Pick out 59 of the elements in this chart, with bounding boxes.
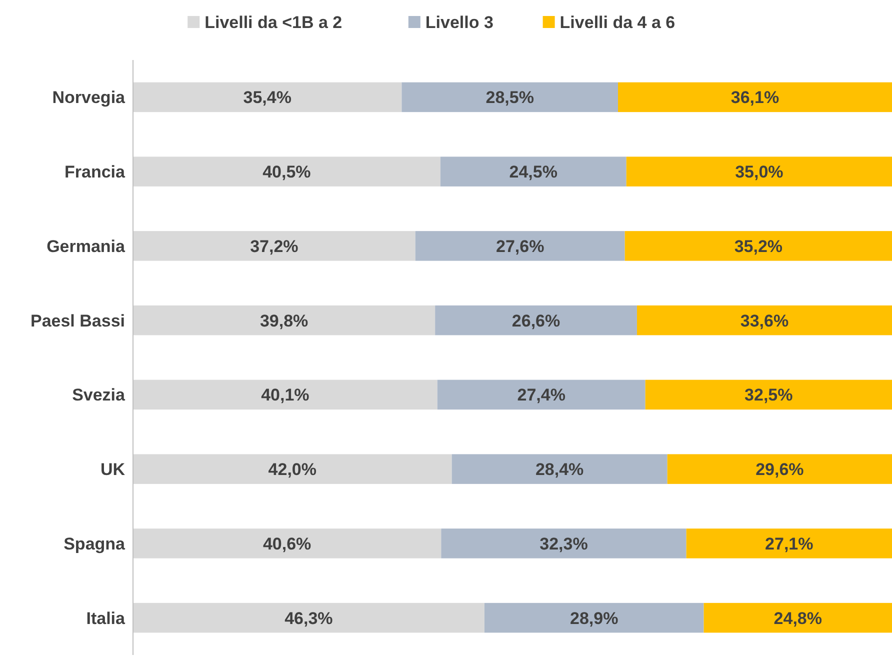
bar xyxy=(440,156,626,186)
bar xyxy=(133,380,438,410)
y-tick-label: Francia xyxy=(64,162,126,182)
bar xyxy=(484,602,704,633)
y-tick-label: Svezia xyxy=(72,386,126,405)
data-label: 24,8% xyxy=(774,608,822,628)
data-label: 40,1% xyxy=(261,386,310,405)
bar xyxy=(415,231,625,261)
data-label: 28,5% xyxy=(486,88,534,108)
y-tick-label: Germania xyxy=(46,236,126,256)
legend-label: Livelli da 4 a 6 xyxy=(560,12,676,32)
bar xyxy=(133,528,442,558)
bar xyxy=(133,82,402,112)
bar xyxy=(402,82,618,112)
data-label: 27,1% xyxy=(765,534,814,554)
y-tick-label: Italia xyxy=(86,608,126,628)
data-label: 24,5% xyxy=(509,162,558,182)
data-label: 39,8% xyxy=(260,311,308,330)
bar xyxy=(645,380,892,410)
legend-label: Livelli da <1B a 2 xyxy=(204,12,342,32)
bar xyxy=(441,528,686,558)
y-tick-label: Paesl Bassi xyxy=(30,311,125,330)
y-tick-label: Norvegia xyxy=(52,88,126,108)
bar xyxy=(636,305,892,336)
data-label: 32,3% xyxy=(540,534,588,554)
bar xyxy=(435,305,637,336)
y-tick-label: UK xyxy=(100,460,126,480)
bar xyxy=(624,231,892,261)
legend-label: Livello 3 xyxy=(425,12,494,32)
bar xyxy=(452,454,668,484)
data-label: 26,6% xyxy=(512,311,560,330)
data-label: 37,2% xyxy=(250,236,298,256)
bar xyxy=(618,82,892,112)
data-label: 36,1% xyxy=(730,88,780,108)
bar xyxy=(133,454,452,484)
bar xyxy=(133,305,436,336)
bar xyxy=(686,528,892,558)
bar xyxy=(437,380,646,410)
data-label: 28,9% xyxy=(570,608,618,628)
data-label: 35,0% xyxy=(735,162,784,182)
data-label: 42,0% xyxy=(268,460,316,480)
bar xyxy=(626,156,892,186)
data-label: 29,6% xyxy=(756,460,804,480)
data-label: 27,6% xyxy=(496,236,544,256)
bar xyxy=(667,454,892,484)
bar xyxy=(704,602,892,633)
data-label: 35,2% xyxy=(734,236,783,256)
data-label: 40,5% xyxy=(262,162,311,182)
data-label: 46,3% xyxy=(284,608,333,628)
bar xyxy=(133,602,484,633)
data-label: 40,6% xyxy=(262,534,312,554)
data-label: 28,4% xyxy=(535,460,584,480)
bar xyxy=(133,156,440,186)
y-tick-label: Spagna xyxy=(64,534,126,554)
data-label: 35,4% xyxy=(243,88,292,108)
data-label: 27,4% xyxy=(517,386,566,405)
data-label: 33,6% xyxy=(740,311,789,330)
bar xyxy=(133,231,416,261)
data-label: 32,5% xyxy=(744,386,793,405)
